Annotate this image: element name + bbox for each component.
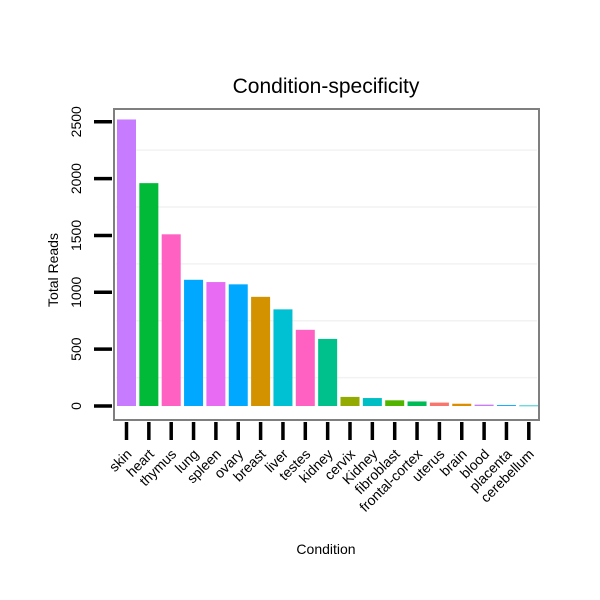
plot-frame bbox=[113, 108, 540, 421]
bar-ovary bbox=[228, 284, 248, 406]
y-axis: 0 500 1000 1500 2000 2500 bbox=[68, 106, 112, 410]
bar-spleen bbox=[206, 282, 226, 406]
bar-thymus bbox=[161, 234, 181, 406]
bar-uterus bbox=[429, 402, 449, 406]
bar-cervix bbox=[340, 396, 360, 406]
x-axis: skinheartthymuslungspleenovarybreastlive… bbox=[106, 422, 537, 515]
y-tick-label: 2500 bbox=[68, 106, 84, 137]
x-axis-label: Condition bbox=[296, 541, 355, 557]
bar-skin bbox=[117, 119, 136, 406]
y-tick-label: 1000 bbox=[68, 277, 84, 308]
bar-kidney bbox=[318, 338, 338, 406]
bar-brain bbox=[452, 403, 472, 406]
y-tick-label: 0 bbox=[68, 402, 84, 410]
bar-placenta bbox=[496, 405, 516, 406]
bar-liver bbox=[273, 309, 293, 406]
y-tick-label: 1500 bbox=[68, 220, 84, 251]
bar-testes bbox=[295, 329, 315, 406]
bar-blood bbox=[474, 404, 494, 406]
bar-fibroblast bbox=[385, 400, 405, 406]
bar-heart bbox=[139, 183, 159, 406]
bar-kidney bbox=[362, 398, 382, 406]
bar-cerebellum bbox=[519, 405, 539, 407]
y-tick-label: 500 bbox=[68, 337, 84, 361]
y-axis-label: Total Reads bbox=[45, 233, 61, 307]
bar-frontal-cortex bbox=[407, 401, 427, 406]
chart-title: Condition-specificity bbox=[233, 75, 420, 98]
bar-breast bbox=[251, 296, 271, 406]
y-tick-label: 2000 bbox=[68, 163, 84, 194]
bar-lung bbox=[184, 279, 204, 406]
bars bbox=[117, 119, 539, 407]
